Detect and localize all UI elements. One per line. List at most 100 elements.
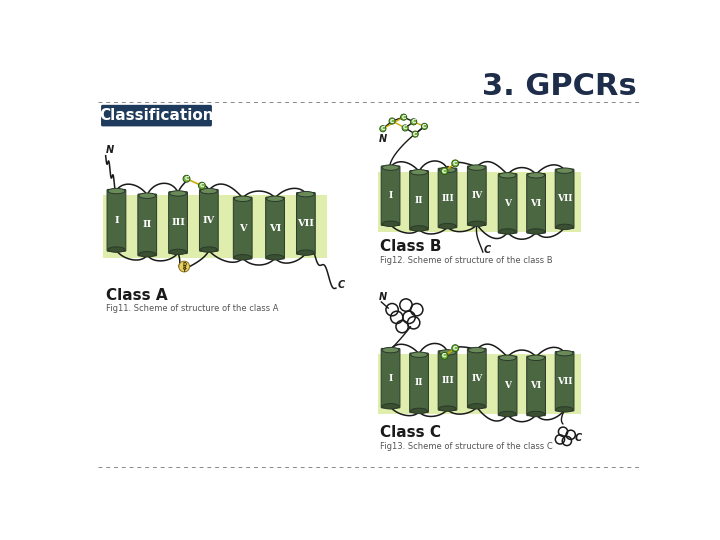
Ellipse shape	[468, 221, 485, 226]
FancyBboxPatch shape	[438, 168, 457, 228]
Circle shape	[412, 131, 418, 137]
Ellipse shape	[439, 167, 456, 173]
Text: N: N	[106, 145, 114, 156]
Text: Fig13. Scheme of structure of the class C: Fig13. Scheme of structure of the class …	[379, 442, 552, 451]
Text: C: C	[453, 346, 457, 350]
Text: C: C	[484, 245, 491, 255]
FancyBboxPatch shape	[199, 190, 218, 251]
Text: C: C	[390, 118, 395, 124]
Circle shape	[379, 126, 386, 132]
Ellipse shape	[499, 411, 516, 417]
FancyBboxPatch shape	[438, 350, 457, 410]
Text: Class C: Class C	[379, 426, 441, 441]
Text: Classification: Classification	[99, 108, 214, 123]
Text: VI: VI	[269, 224, 282, 233]
Text: II: II	[415, 379, 423, 387]
Text: Y: Y	[182, 267, 186, 273]
Ellipse shape	[297, 192, 315, 197]
Text: Class B: Class B	[379, 239, 441, 254]
Text: C: C	[338, 280, 345, 290]
Circle shape	[421, 123, 428, 130]
Text: C: C	[422, 124, 427, 129]
Text: C: C	[184, 176, 189, 181]
FancyBboxPatch shape	[297, 192, 315, 254]
Ellipse shape	[297, 250, 315, 255]
Text: VII: VII	[557, 377, 572, 386]
FancyBboxPatch shape	[107, 190, 126, 251]
Ellipse shape	[170, 249, 186, 255]
Ellipse shape	[439, 224, 456, 229]
Ellipse shape	[266, 196, 284, 201]
Circle shape	[400, 114, 407, 120]
Text: C: C	[402, 114, 406, 120]
FancyBboxPatch shape	[467, 348, 486, 408]
FancyBboxPatch shape	[233, 197, 252, 259]
Ellipse shape	[170, 191, 186, 196]
Text: VI: VI	[531, 381, 541, 390]
FancyBboxPatch shape	[138, 194, 157, 256]
Circle shape	[183, 176, 190, 182]
Text: D: D	[182, 262, 186, 267]
Text: R: R	[182, 265, 186, 269]
Ellipse shape	[499, 229, 516, 234]
Bar	[378, 354, 581, 414]
Ellipse shape	[528, 411, 544, 417]
Text: Fig11. Scheme of structure of the class A: Fig11. Scheme of structure of the class …	[106, 304, 278, 313]
Bar	[378, 172, 581, 232]
Text: II: II	[143, 220, 152, 230]
FancyBboxPatch shape	[410, 171, 428, 230]
Text: 3. GPCRs: 3. GPCRs	[482, 72, 637, 101]
Text: C: C	[575, 433, 582, 443]
Ellipse shape	[499, 173, 516, 178]
Ellipse shape	[139, 193, 156, 198]
Ellipse shape	[410, 352, 428, 357]
FancyBboxPatch shape	[381, 348, 400, 408]
Text: V: V	[239, 224, 246, 233]
Ellipse shape	[528, 355, 544, 361]
Ellipse shape	[528, 229, 544, 234]
FancyBboxPatch shape	[498, 173, 517, 233]
Ellipse shape	[439, 406, 456, 411]
Ellipse shape	[410, 226, 428, 231]
Circle shape	[402, 125, 408, 131]
Ellipse shape	[234, 196, 251, 201]
Text: Class A: Class A	[106, 288, 167, 302]
Circle shape	[179, 261, 189, 272]
Ellipse shape	[139, 252, 156, 257]
Ellipse shape	[382, 347, 399, 353]
Text: Fig12. Scheme of structure of the class B: Fig12. Scheme of structure of the class …	[379, 256, 552, 266]
Text: III: III	[441, 193, 454, 202]
FancyBboxPatch shape	[101, 105, 212, 126]
Ellipse shape	[108, 188, 125, 194]
Text: VII: VII	[297, 219, 315, 228]
Text: C: C	[442, 353, 446, 359]
Ellipse shape	[382, 221, 399, 226]
Text: V: V	[504, 199, 511, 208]
Text: IV: IV	[203, 216, 215, 225]
Ellipse shape	[468, 403, 485, 409]
Bar	[102, 195, 327, 258]
Text: I: I	[114, 216, 119, 225]
Text: IV: IV	[471, 191, 482, 200]
Ellipse shape	[382, 165, 399, 170]
Ellipse shape	[266, 254, 284, 260]
Text: C: C	[403, 125, 408, 131]
FancyBboxPatch shape	[410, 353, 428, 413]
Text: V: V	[504, 381, 511, 390]
Text: VI: VI	[531, 199, 541, 208]
Text: C: C	[453, 161, 457, 166]
FancyBboxPatch shape	[555, 352, 574, 411]
FancyBboxPatch shape	[467, 166, 486, 226]
Text: C: C	[411, 119, 416, 124]
FancyBboxPatch shape	[168, 192, 187, 254]
Ellipse shape	[528, 173, 544, 178]
Ellipse shape	[468, 347, 485, 353]
Ellipse shape	[410, 170, 428, 175]
Ellipse shape	[200, 247, 217, 252]
Ellipse shape	[556, 407, 573, 412]
Text: N: N	[379, 293, 387, 302]
Text: N: N	[379, 134, 387, 144]
Text: C: C	[381, 126, 385, 131]
Ellipse shape	[410, 408, 428, 414]
Ellipse shape	[556, 350, 573, 356]
